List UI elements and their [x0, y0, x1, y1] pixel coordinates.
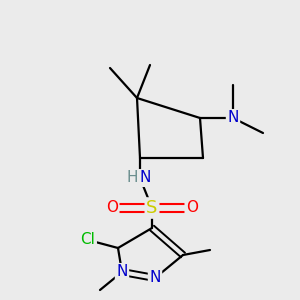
Text: N: N [116, 265, 128, 280]
Text: Cl: Cl [81, 232, 95, 247]
Text: H: H [126, 170, 138, 185]
Text: N: N [227, 110, 239, 125]
Text: N: N [139, 170, 151, 185]
Text: O: O [186, 200, 198, 215]
Text: N: N [149, 271, 161, 286]
Text: S: S [146, 199, 158, 217]
Text: O: O [106, 200, 118, 215]
